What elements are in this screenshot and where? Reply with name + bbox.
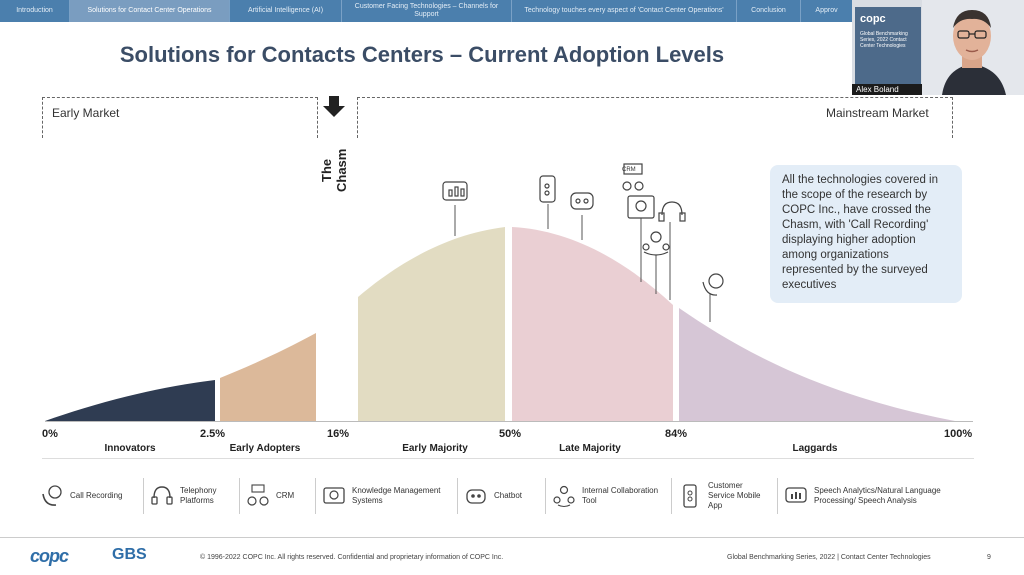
legend-item-collaboration: Internal Collaboration Tool	[552, 478, 672, 514]
video-card-logo: copc	[860, 13, 886, 25]
mobile-app-icon	[683, 484, 697, 508]
chasm-arrow-icon	[323, 96, 345, 117]
legend-item-telephony: Telephony Platforms	[150, 478, 240, 514]
legend-item-knowledge: Knowledge Management Systems	[322, 478, 458, 514]
mainstream-market-bracket	[357, 97, 953, 138]
video-card-text: Global Benchmarking Series, 2022 Contact…	[860, 31, 908, 49]
footer-series: Global Benchmarking Series, 2022 | Conta…	[727, 554, 931, 561]
pct-100: 100%	[944, 428, 973, 440]
chatbot-marker-icon	[570, 192, 594, 210]
legend-label: Chatbot	[494, 491, 523, 500]
legend-label: Call Recording	[70, 491, 123, 500]
segment-divider	[42, 458, 974, 459]
axis-line	[45, 421, 973, 422]
legend: Call Recording Telephony Platforms CRM K…	[40, 478, 958, 514]
footer-copyright: © 1996-2022 COPC Inc. All rights reserve…	[200, 554, 504, 561]
chatbot-icon	[466, 489, 486, 504]
segment-early-majority	[358, 227, 505, 421]
telephony-marker-icon	[658, 201, 686, 222]
segment-innovators	[45, 380, 215, 421]
legend-item-speech-analytics: Speech Analytics/Natural Language Proces…	[784, 478, 952, 514]
segment-label-early-adopters: Early Adopters	[229, 443, 301, 454]
knowledge-marker-icon	[627, 195, 655, 219]
top-nav: Introduction Solutions for Contact Cente…	[0, 0, 1024, 22]
pct-16: 16%	[327, 428, 350, 440]
presenter-avatar	[922, 0, 1024, 95]
pct-50: 50%	[499, 428, 522, 440]
crm-marker-icon	[622, 163, 644, 191]
page-number: 9	[987, 554, 991, 561]
tab-solutions[interactable]: Solutions for Contact Center Operations	[70, 0, 230, 22]
segment-label-late-majority: Late Majority	[559, 443, 621, 454]
footer-divider	[0, 537, 1024, 538]
legend-label: CRM	[276, 491, 295, 500]
pct-2-5: 2.5%	[200, 428, 226, 440]
tab-technology[interactable]: Technology touches every aspect of 'Cont…	[512, 0, 737, 22]
legend-item-crm: CRM	[246, 478, 316, 514]
crm-marker-text: CRM	[622, 167, 636, 173]
headset-icon	[151, 486, 173, 505]
legend-label: Customer Service Mobile App	[708, 481, 761, 510]
video-overlay: copc Global Benchmarking Series, 2022 Co…	[852, 0, 1024, 95]
legend-item-chatbot: Chatbot	[464, 478, 546, 514]
segment-label-laggards: Laggards	[792, 443, 838, 454]
page-title-text: Solutions for Contacts Centers – Current…	[119, 42, 725, 67]
legend-label: Telephony Platforms	[180, 486, 217, 505]
info-box: All the technologies covered in the scop…	[770, 165, 962, 303]
call-recording-icon	[42, 485, 62, 506]
early-market-bracket	[42, 97, 318, 138]
mainstream-market-label: Mainstream Market	[826, 106, 929, 120]
speech-analytics-marker-icon	[442, 181, 468, 201]
presenter-name: Alex Boland	[852, 84, 922, 95]
copc-logo: copc	[30, 546, 69, 566]
tab-introduction[interactable]: Introduction	[0, 0, 70, 22]
crm-icon	[247, 484, 269, 506]
legend-item-mobile-app: Customer Service Mobile App	[678, 478, 778, 514]
page-title: Solutions for Contacts Centers – Current…	[0, 42, 1024, 68]
segment-early-adopters	[220, 333, 316, 421]
legend-label: Speech Analytics/Natural Language Proces…	[814, 486, 941, 505]
collaboration-icon	[553, 485, 575, 508]
video-slide-card: copc Global Benchmarking Series, 2022 Co…	[855, 7, 921, 87]
legend-label: Internal Collaboration Tool	[582, 486, 659, 505]
speech-analytics-icon	[785, 487, 807, 503]
segment-label-innovators: Innovators	[104, 443, 156, 454]
segment-laggards	[679, 308, 955, 421]
collaboration-marker-icon	[642, 231, 670, 256]
pct-84: 84%	[665, 428, 688, 440]
call-recording-marker-icon	[702, 273, 724, 296]
legend-item-call-recording: Call Recording	[40, 478, 144, 514]
pct-0: 0%	[42, 428, 58, 440]
tab-conclusion[interactable]: Conclusion	[737, 0, 801, 22]
tab-ai[interactable]: Artificial Intelligence (AI)	[230, 0, 342, 22]
segment-label-early-majority: Early Majority	[402, 443, 468, 454]
legend-label: Knowledge Management Systems	[352, 486, 441, 505]
early-market-label: Early Market	[52, 106, 120, 120]
knowledge-icon	[323, 487, 345, 504]
tab-customer-facing[interactable]: Customer Facing Technologies – Channels …	[342, 0, 512, 22]
mobile-app-marker-icon	[539, 175, 556, 203]
technology-markers	[454, 204, 711, 322]
segment-late-majority	[512, 227, 673, 421]
gbs-logo: GBS	[112, 546, 147, 563]
